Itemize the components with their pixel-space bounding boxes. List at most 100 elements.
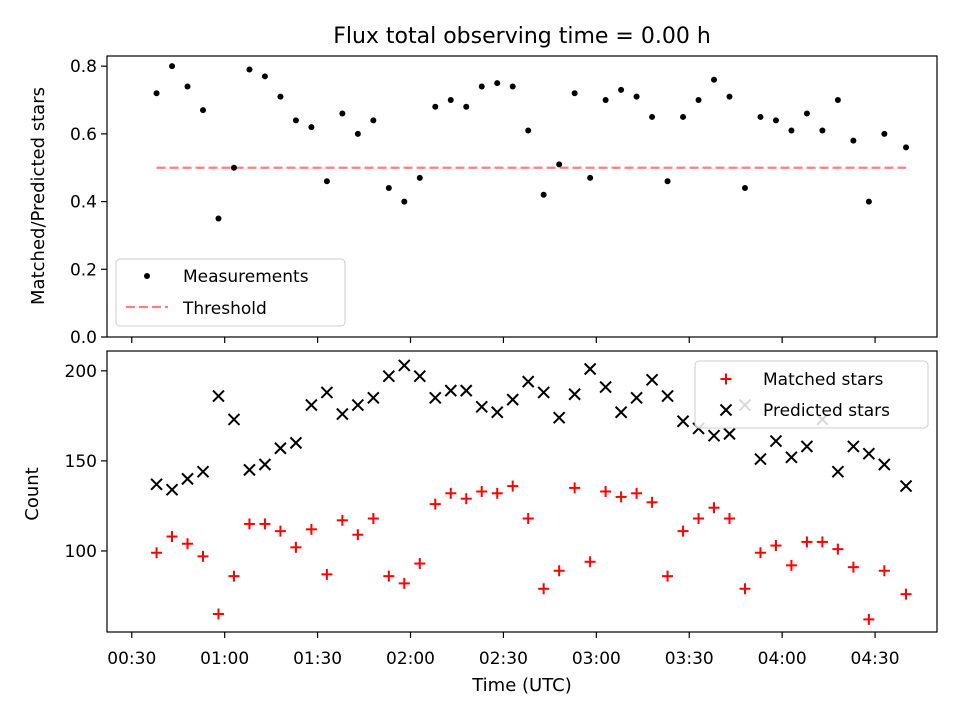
measurement-point xyxy=(819,127,826,134)
measurement-point xyxy=(169,63,176,70)
predicted-point xyxy=(754,452,767,466)
measurement-point xyxy=(463,103,470,110)
legend-marker-predicted xyxy=(719,403,733,417)
measurement-point xyxy=(200,107,207,114)
matched-point xyxy=(445,487,457,499)
measurement-point xyxy=(153,90,160,97)
ratio-panel: 0.0 0.2 0.4 0.6 0.8 Measurements Threshold xyxy=(70,55,938,348)
matched-point xyxy=(491,487,503,499)
y-tick-label-top: 0.4 xyxy=(70,193,97,213)
x-tick-label: 00:30 xyxy=(107,649,156,669)
y-tick-label-bottom: 100 xyxy=(65,542,97,562)
predicted-point xyxy=(274,442,287,455)
predicted-point xyxy=(320,386,334,399)
predicted-point xyxy=(552,411,566,424)
predicted-point xyxy=(258,458,272,471)
matched-point xyxy=(847,561,859,573)
matched-point xyxy=(553,565,565,577)
measurement-point xyxy=(649,113,656,120)
predicted-point xyxy=(831,465,845,478)
predicted-point xyxy=(785,451,798,464)
measurement-point xyxy=(695,97,702,104)
measurement-point xyxy=(587,174,594,181)
matched-point xyxy=(816,536,828,548)
matched-point xyxy=(770,540,782,552)
predicted-point xyxy=(723,427,736,441)
x-tick-label: 02:30 xyxy=(479,649,528,669)
measurement-point xyxy=(215,215,222,222)
matched-point xyxy=(538,583,550,595)
predicted-point xyxy=(568,388,581,401)
y-tick-label-top: 0.8 xyxy=(70,57,97,77)
matched-point xyxy=(522,513,534,525)
measurement-point xyxy=(633,93,640,100)
measurement-point xyxy=(571,90,578,97)
measurement-point xyxy=(339,110,346,117)
legend-marker-measurements xyxy=(144,273,150,279)
y-tick-label-top: 0.6 xyxy=(70,125,97,145)
matched-point xyxy=(460,493,472,505)
measurement-point xyxy=(184,83,191,90)
measurement-point xyxy=(803,110,810,117)
matched-point xyxy=(259,518,271,530)
measurement-point xyxy=(540,191,547,198)
predicted-point xyxy=(351,398,365,412)
plot-frame-top xyxy=(106,55,938,338)
measurement-point xyxy=(772,117,779,124)
predicted-point xyxy=(212,389,225,403)
legend-bottom: Matched stars Predicted stars xyxy=(694,360,929,429)
matched-point xyxy=(801,536,813,548)
measurement-point xyxy=(246,66,253,73)
matched-point xyxy=(693,513,705,525)
measurement-point xyxy=(618,86,625,93)
x-tick-label: 03:30 xyxy=(665,649,714,669)
measurement-point xyxy=(478,83,485,90)
x-tick-label: 01:00 xyxy=(200,649,249,669)
x-tick-label: 04:30 xyxy=(851,649,900,669)
predicted-point xyxy=(506,393,519,406)
matched-point xyxy=(166,531,178,543)
matched-point xyxy=(182,538,194,550)
matched-point xyxy=(290,541,302,553)
matched-point xyxy=(708,502,720,514)
measurement-point xyxy=(726,93,733,100)
x-tick-label: 03:00 xyxy=(572,649,621,669)
predicted-point xyxy=(707,429,721,442)
measurement-point xyxy=(903,144,910,151)
predicted-point xyxy=(583,362,597,376)
legend-top: Measurements Threshold xyxy=(115,258,346,327)
measurement-point xyxy=(323,178,330,185)
predicted-point xyxy=(661,389,674,403)
x-axis-label: Time (UTC) xyxy=(471,675,572,696)
count-panel: 100 150 200 Matched stars Predicted stars xyxy=(65,350,938,633)
predicted-point xyxy=(367,391,380,405)
predicted-point xyxy=(599,380,612,394)
predicted-point xyxy=(614,406,628,419)
measurement-point xyxy=(850,137,857,144)
measurement-point xyxy=(385,185,392,192)
predicted-point xyxy=(413,370,427,383)
matched-point xyxy=(832,543,844,555)
matched-point xyxy=(569,482,581,494)
predicted-point xyxy=(475,400,488,414)
y-tick-label-top: 0.2 xyxy=(70,260,97,280)
matched-point xyxy=(724,513,735,525)
measurement-point xyxy=(664,178,671,185)
predicted-point xyxy=(630,391,643,405)
y-axis-label-bottom: Count xyxy=(22,467,43,520)
predicted-point xyxy=(878,458,891,471)
legend-label-matched: Matched stars xyxy=(763,370,883,390)
predicted-point xyxy=(429,391,442,405)
measurement-point xyxy=(370,117,377,124)
matched-point xyxy=(476,486,488,497)
predicted-point xyxy=(537,386,550,399)
measurement-point xyxy=(354,130,361,137)
x-axis-ticks: 00:30 01:00 01:30 02:00 02:30 03:00 03:30 04:00… xyxy=(107,337,900,669)
measurement-point xyxy=(881,130,888,137)
matched-point xyxy=(507,480,519,492)
plot-frame-bottom xyxy=(106,350,938,633)
matched-point xyxy=(336,514,348,526)
measurement-point xyxy=(680,113,687,120)
matched-point xyxy=(151,547,163,559)
matched-point xyxy=(739,583,751,595)
